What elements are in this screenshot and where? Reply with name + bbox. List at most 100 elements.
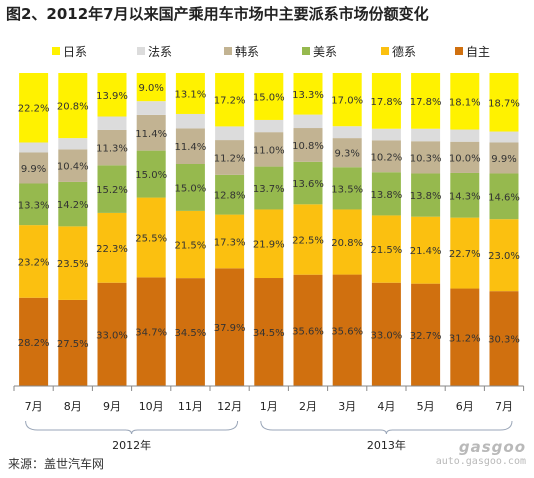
data-label: 22.5% <box>292 236 324 247</box>
data-label: 13.3% <box>292 90 324 101</box>
legend-swatch <box>52 47 60 55</box>
bar-segment <box>411 141 441 174</box>
legend-label: 韩系 <box>235 44 259 59</box>
year-bracket <box>260 420 513 435</box>
bar-segment <box>450 288 480 386</box>
bar-segment <box>19 73 49 143</box>
data-label: 35.6% <box>331 326 363 337</box>
data-label: 27.5% <box>57 339 89 350</box>
data-label: 13.8% <box>410 191 442 202</box>
bar-segment <box>332 209 362 275</box>
data-label: 20.8% <box>57 102 89 113</box>
data-label: 9.3% <box>334 149 359 160</box>
data-label: 22.7% <box>449 249 481 260</box>
bar-segment <box>371 128 401 141</box>
bar-segment <box>332 126 362 139</box>
legend-label: 日系 <box>63 45 87 59</box>
data-label: 37.9% <box>214 323 246 334</box>
data-label: 10.8% <box>292 141 324 152</box>
data-label: 23.0% <box>488 251 520 262</box>
data-label: 11.3% <box>96 144 128 155</box>
bar-segment <box>19 225 49 298</box>
bar-segment <box>293 161 323 205</box>
x-tick-label: 11月 <box>178 400 203 413</box>
data-label: 9.0% <box>138 83 163 94</box>
data-label: 13.5% <box>331 184 363 195</box>
data-label: 21.4% <box>410 246 442 257</box>
data-label: 30.3% <box>488 335 520 346</box>
x-tick-label: 7月 <box>25 400 43 413</box>
data-label: 17.8% <box>410 97 442 108</box>
year-label: 2013年 <box>367 438 406 452</box>
year-label: 2012年 <box>112 438 151 452</box>
legend-swatch <box>137 47 145 55</box>
bar-segment <box>175 73 205 114</box>
bar-segment <box>293 274 323 386</box>
bar-segment <box>136 73 166 102</box>
bar-segment <box>371 73 401 129</box>
data-label: 20.8% <box>331 238 363 249</box>
data-label: 25.5% <box>135 233 167 244</box>
data-label: 18.7% <box>488 98 520 109</box>
x-tick-label: 7月 <box>495 400 513 413</box>
data-label: 13.6% <box>292 179 324 190</box>
bar-segment <box>411 173 441 217</box>
bar-segment <box>175 278 205 386</box>
bar-segment <box>332 274 362 386</box>
x-tick-label: 3月 <box>338 400 356 413</box>
data-label: 10.4% <box>57 162 89 173</box>
bar-segment <box>58 73 88 139</box>
data-label: 34.7% <box>135 328 167 339</box>
bar-segment <box>254 209 284 279</box>
watermark-logo: gasgoo auto.gasgoo.com <box>436 438 526 467</box>
bar-segment <box>332 73 362 127</box>
bar-segment <box>58 149 88 182</box>
data-label: 10.2% <box>371 152 403 163</box>
data-label: 14.2% <box>57 200 89 211</box>
data-label: 31.2% <box>449 333 481 344</box>
data-label: 11.2% <box>214 153 246 164</box>
data-label: 18.1% <box>449 97 481 108</box>
bar-segment <box>254 119 284 133</box>
bar-segment <box>215 126 245 141</box>
bar-segment <box>489 142 519 174</box>
data-label: 11.0% <box>253 145 285 156</box>
legend-swatch <box>302 47 310 55</box>
legend-label: 自主 <box>466 45 490 59</box>
data-label: 14.3% <box>449 191 481 202</box>
data-label: 15.0% <box>175 183 207 194</box>
bar-segment <box>371 172 401 216</box>
bar-segment <box>97 73 127 117</box>
data-label: 9.9% <box>491 154 516 165</box>
bar-segment <box>215 73 245 127</box>
data-label: 10.3% <box>410 153 442 164</box>
data-label: 17.8% <box>371 97 403 108</box>
bar-segment <box>411 128 441 142</box>
x-tick-label: 5月 <box>417 400 435 413</box>
legend-label: 美系 <box>313 45 337 59</box>
data-label: 13.8% <box>371 190 403 201</box>
legend-label: 法系 <box>148 45 172 59</box>
data-label: 15.0% <box>253 92 285 103</box>
data-label: 13.1% <box>175 89 207 100</box>
x-tick-label: 12月 <box>217 400 242 413</box>
data-label: 28.2% <box>18 338 50 349</box>
legend-label: 德系 <box>392 44 416 59</box>
data-label: 23.2% <box>18 257 50 268</box>
x-tick-label: 9月 <box>103 400 121 413</box>
bar-segment <box>175 210 205 279</box>
bar-segment <box>293 204 323 275</box>
data-label: 21.5% <box>175 241 207 252</box>
data-label: 17.3% <box>214 237 246 248</box>
bar-segment <box>293 128 323 162</box>
watermark-logo-text: gasgoo <box>458 438 526 456</box>
bar-segment <box>489 291 519 386</box>
data-label: 11.4% <box>135 129 167 140</box>
bar-segment <box>489 219 519 292</box>
x-tick-label: 10月 <box>139 400 164 413</box>
bar-segment <box>97 165 127 213</box>
bar-segment <box>254 278 284 386</box>
bar-segment <box>136 197 166 278</box>
bar-segment <box>97 212 127 283</box>
